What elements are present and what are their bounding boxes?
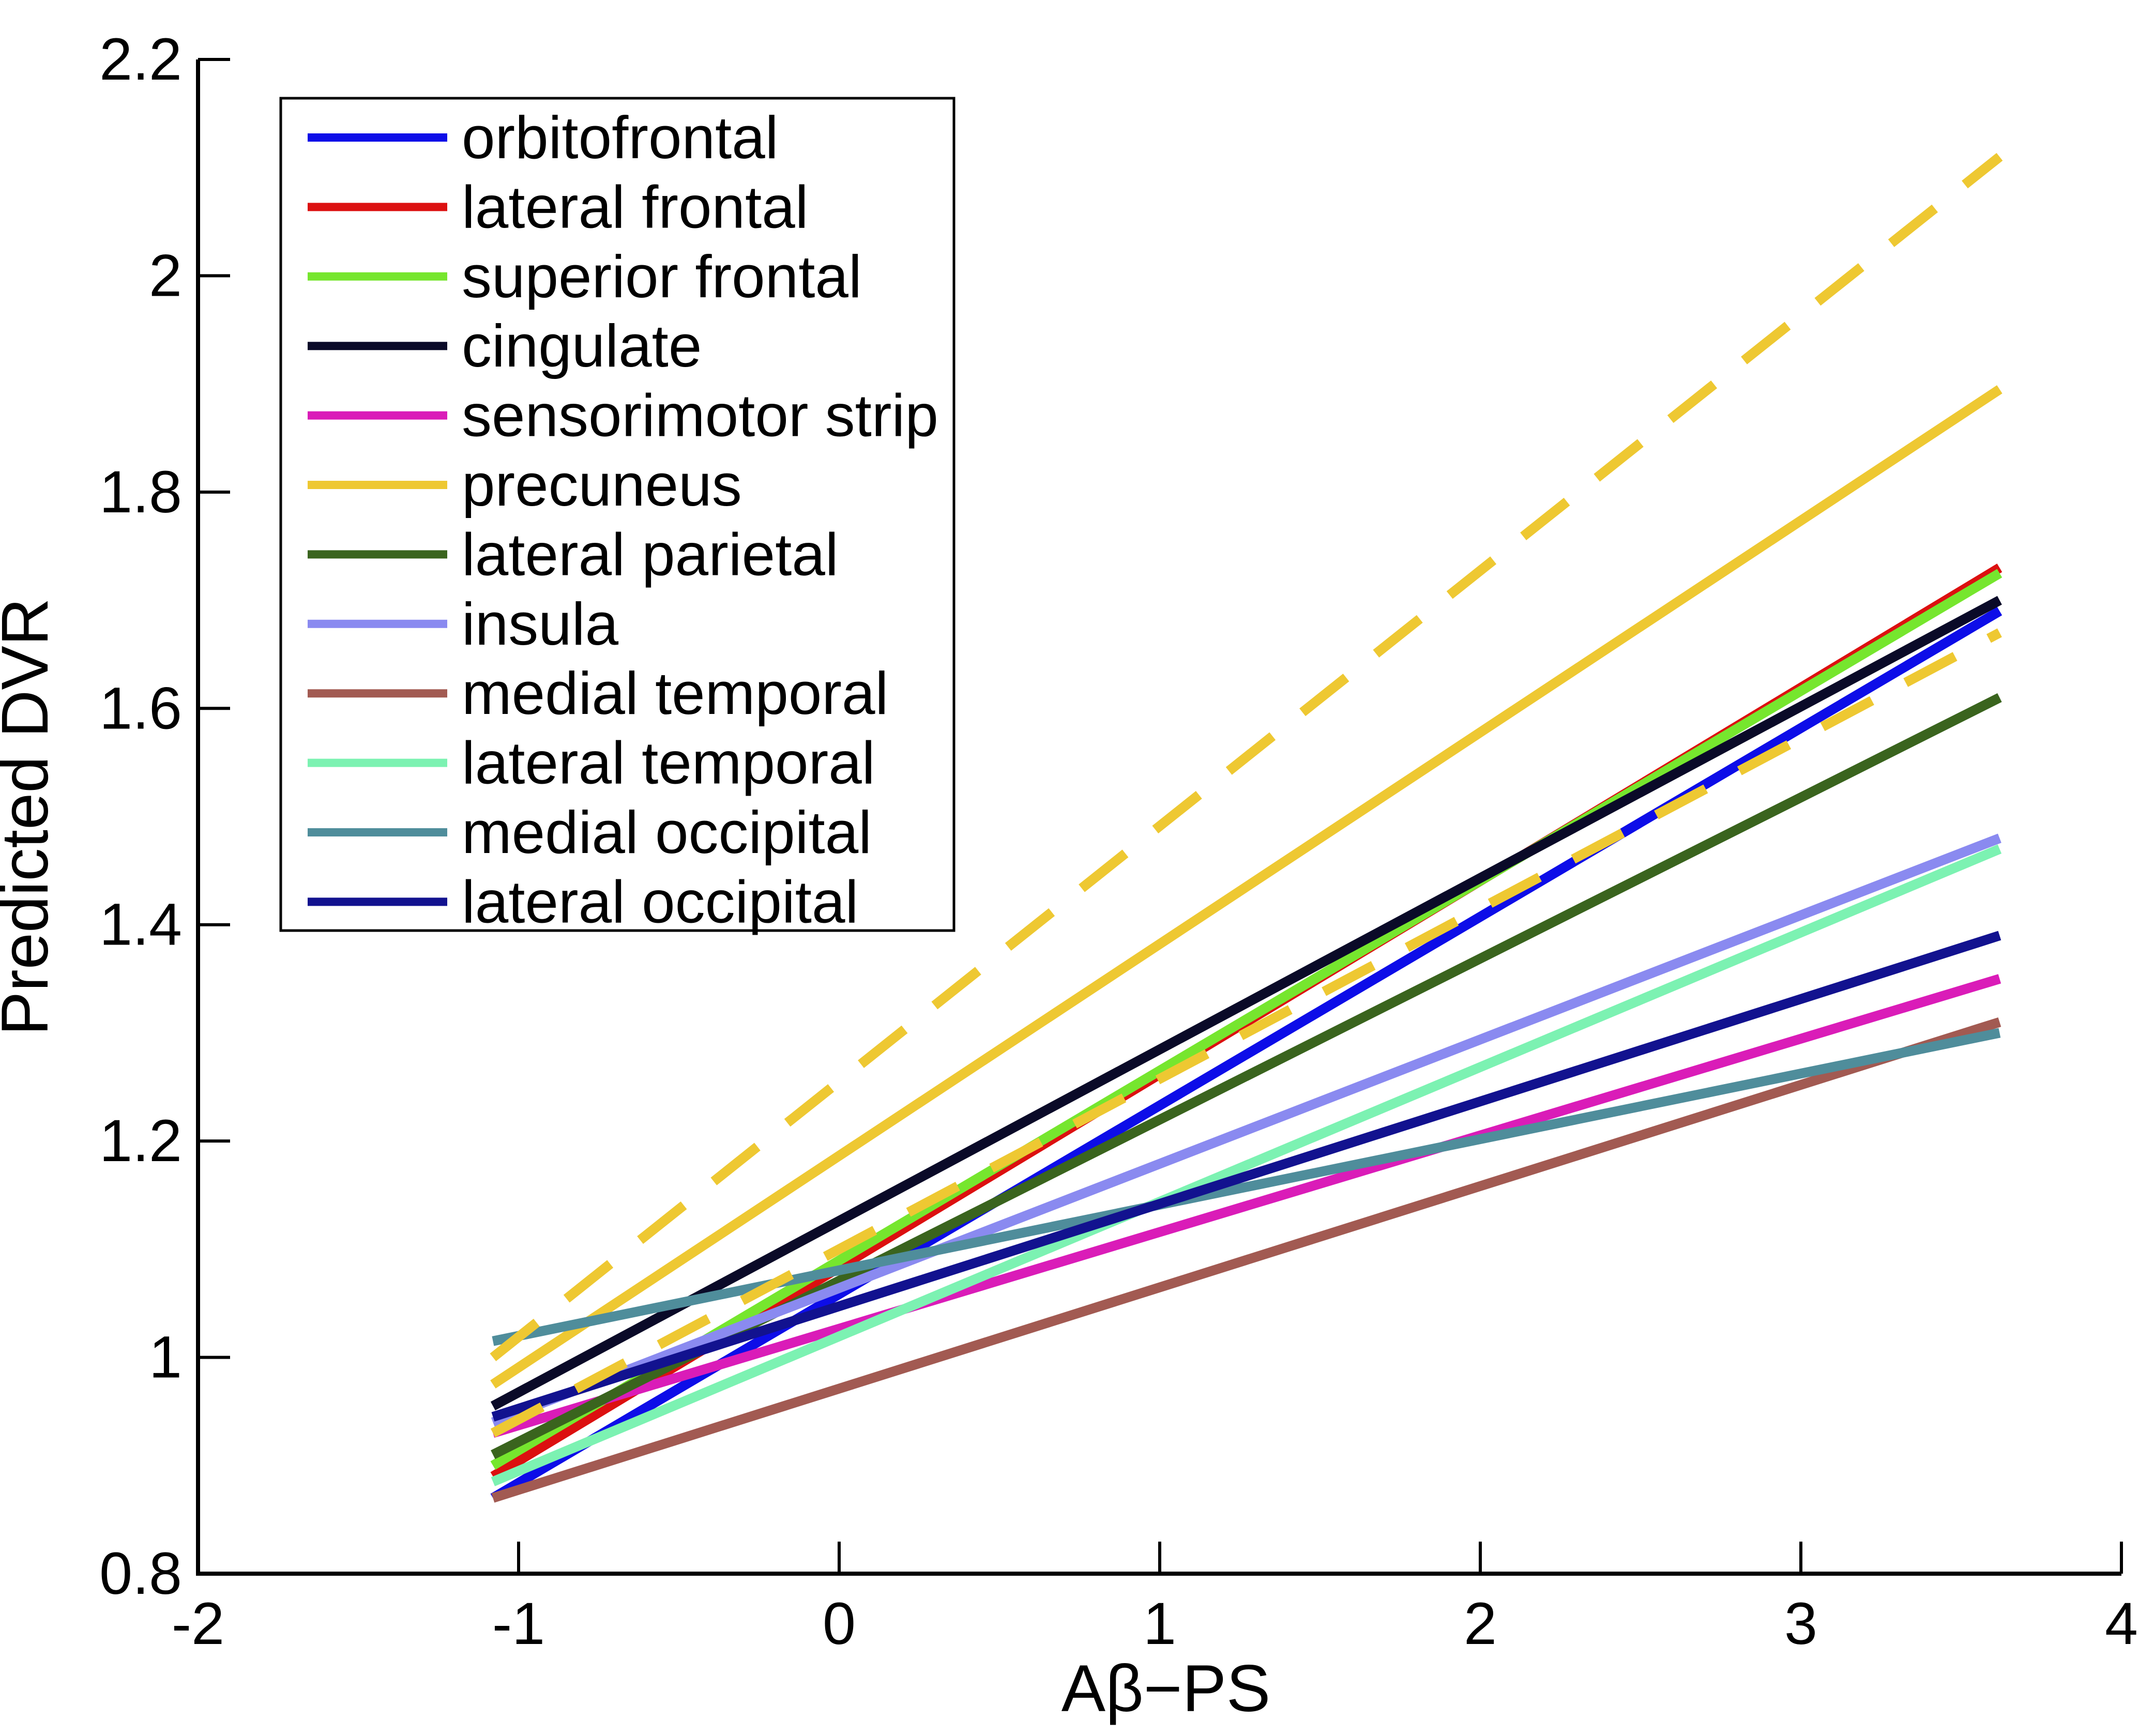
x-tick-label-2: 2 (1464, 1591, 1497, 1657)
legend-label-lateral-parietal: lateral parietal (462, 521, 839, 588)
series-line-medial-temporal (491, 1017, 2001, 1503)
legend-entry-sensorimotor-strip: sensorimotor strip (308, 382, 938, 449)
x-tick-label-4: 4 (2105, 1591, 2138, 1657)
x-axis-label: Aβ−PS (1061, 1652, 1271, 1726)
legend-box (279, 97, 955, 932)
series-line-lateral-temporal (491, 844, 2002, 1486)
series-line-precuneus-upper-confidence-bound (490, 153, 2003, 1362)
legend-entry-precuneus: precuneus (308, 451, 742, 519)
series-line-insula (491, 833, 2001, 1427)
legend-entry-lateral-frontal: lateral frontal (308, 173, 809, 240)
series-line-precuneus-lower-confidence-bound (490, 628, 2002, 1438)
legend-label-superior-frontal: superior frontal (462, 243, 862, 310)
x-tick-label-1: -1 (492, 1591, 545, 1657)
legend-label-lateral-frontal: lateral frontal (462, 173, 809, 240)
legend-entry-lateral-occipital: lateral occipital (308, 868, 858, 935)
legend-label-precuneus: precuneus (462, 451, 742, 519)
y-tick-label-2: 2 (149, 242, 182, 309)
series-line-lateral-occipital (491, 931, 2001, 1422)
legend-label-lateral-temporal: lateral temporal (462, 729, 875, 797)
legend-entry-lateral-parietal: lateral parietal (308, 521, 839, 588)
y-tick-label-1-8: 1.8 (99, 459, 182, 525)
series-line-medial-occipital (492, 1028, 2001, 1346)
y-tick-label-0-8: 0.8 (99, 1541, 182, 1607)
legend-entry-medial-occipital: medial occipital (308, 799, 872, 866)
y-tick-label-1: 1 (149, 1324, 182, 1391)
x-tick-label-2: -2 (172, 1591, 224, 1657)
legend-label-medial-occipital: medial occipital (462, 799, 872, 866)
x-tick-label-0: 0 (823, 1591, 856, 1657)
legend-label-cingulate: cingulate (462, 312, 702, 379)
legend-entry-orbitofrontal: orbitofrontal (308, 104, 779, 171)
x-tick-label-1: 1 (1143, 1591, 1176, 1657)
y-tick-label-2-2: 2.2 (99, 26, 182, 93)
legend-label-sensorimotor-strip: sensorimotor strip (462, 382, 938, 449)
series-line-sensorimotor-strip (491, 974, 2001, 1438)
y-tick-label-1-6: 1.6 (99, 675, 182, 741)
series-lines (490, 153, 2003, 1503)
legend-entry-cingulate: cingulate (308, 312, 702, 379)
y-tick-label-1-2: 1.2 (99, 1108, 182, 1174)
x-tick-label-3: 3 (1784, 1591, 1817, 1657)
y-axis-label: Predicted DVR (0, 598, 62, 1036)
series-line-orbitofrontal (490, 606, 2003, 1502)
legend-entry-superior-frontal: superior frontal (308, 243, 862, 310)
legend-entry-medial-temporal: medial temporal (308, 660, 888, 727)
y-tick-label-1-4: 1.4 (99, 892, 182, 958)
legend-label-orbitofrontal: orbitofrontal (462, 104, 779, 171)
legend-label-lateral-occipital: lateral occipital (462, 868, 858, 935)
series-line-precuneus (490, 385, 2003, 1389)
legend-label-insula: insula (462, 590, 619, 658)
series-line-superior-frontal (490, 569, 2003, 1470)
axes: 0.8 1 1.2 1.4 1.6 1.8 2 2.2 -2 -1 0 1 2 3 4 (99, 26, 2138, 1657)
legend-entry-insula: insula (308, 590, 619, 658)
legend-entry-lateral-temporal: lateral temporal (308, 729, 875, 797)
legend-label-medial-temporal: medial temporal (462, 660, 888, 727)
series-line-cingulate (490, 596, 2002, 1411)
